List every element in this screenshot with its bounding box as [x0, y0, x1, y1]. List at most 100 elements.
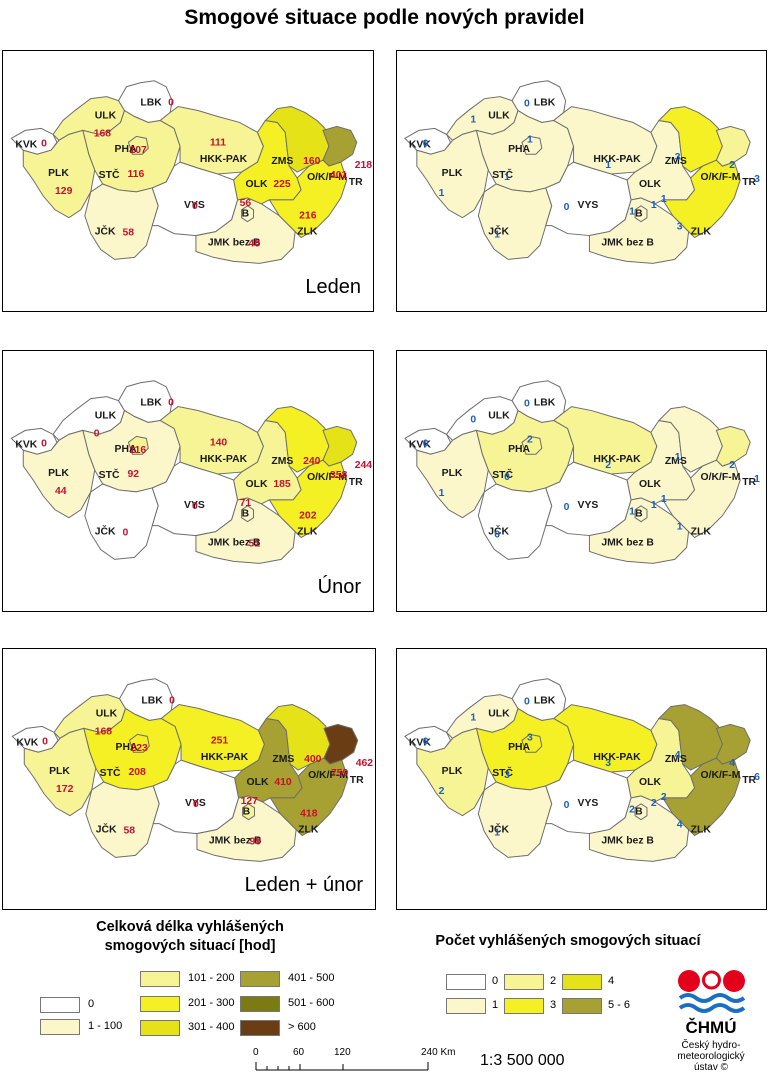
region-value-zms: 160 [303, 156, 321, 167]
region-name-plk: PLK [442, 468, 463, 479]
counts-legend-title: Počet vyhlášených smogových situací [435, 933, 701, 949]
region-name-tr: TR [349, 477, 363, 488]
region-value-b: 127 [241, 796, 259, 807]
region-value-jmk-bez-b: 1 [651, 200, 657, 211]
region-name-hkk-pak: HKK-PAK [593, 154, 641, 165]
region-name-okf-m: O/K/F-M [308, 770, 348, 781]
region-name-jmk-bez-b: JMK bez B [601, 237, 654, 248]
legend-label-1-100: 1 - 100 [88, 1020, 123, 1032]
region-zlk [269, 757, 349, 837]
region-name-okf-m: O/K/F-M [701, 472, 741, 483]
region-b [634, 505, 648, 523]
region-value-tr: 218 [355, 160, 373, 171]
region-value-jck: 0 [494, 530, 500, 541]
region-value-lbk: 0 [524, 697, 530, 708]
region-name-zms: ZMS [272, 754, 294, 765]
region-name-tr: TR [742, 177, 756, 188]
legend-swatch-501-600 [240, 996, 280, 1012]
region-name-lbk: LBK [534, 696, 556, 707]
region-value-jck: 58 [124, 826, 136, 837]
region-name-tr: TR [349, 177, 363, 188]
region-name-kvk: KVK [15, 439, 37, 450]
region-name-zms: ZMS [665, 754, 687, 765]
region-name-tr: TR [350, 775, 364, 786]
region-name-kvk: KVK [409, 737, 431, 748]
region-jck [477, 781, 553, 858]
logo-wave-2 [678, 1003, 746, 1013]
region-value-hkk-pak: 140 [210, 437, 228, 448]
region-name-ulk: ULK [95, 110, 117, 121]
map-panel-jan-counts: KVK ULK LBK PHA STČ PLK JČK HKK-PAK VYS ZMS O/K/F-… [396, 50, 767, 312]
region-name-zms: ZMS [271, 156, 293, 167]
region-name-pha: PHA [115, 444, 137, 455]
region-value-tr: 462 [356, 758, 374, 769]
region-value-b: 71 [240, 498, 252, 509]
region-name-stc: STČ [492, 168, 513, 181]
legend-swatch-0 [40, 997, 80, 1013]
region-value-hkk-pak: 251 [211, 735, 229, 746]
region-value-pha: 107 [129, 145, 147, 156]
region-value-pha: 116 [129, 445, 146, 456]
region-name-olk: OLK [246, 479, 268, 490]
region-value-stc: 92 [127, 469, 139, 480]
legend-label-201-300: 201 - 300 [188, 997, 235, 1009]
region-name-olk: OLK [247, 777, 269, 788]
hours-legend-title: Celková délka vyhlášených smogových situ… [30, 918, 350, 956]
region-plk [416, 129, 489, 219]
region-name-jmk-bez-b: JMK bez B [601, 835, 654, 846]
region-zlk [661, 459, 741, 539]
region-value-lbk: 0 [524, 99, 530, 110]
region-value-okf-m: 2 [729, 160, 735, 171]
legend-swatch-401-500 [240, 971, 280, 987]
legend-label-count-1: 1 [492, 999, 499, 1011]
legend-label-0: 0 [88, 998, 95, 1010]
region-okfm [323, 723, 359, 765]
region-value-lbk: 0 [168, 98, 174, 109]
region-value-zlk: 3 [677, 222, 683, 233]
region-value-b: 2 [629, 805, 635, 816]
region-value-zlk: 202 [299, 511, 317, 522]
logo-ring [702, 970, 721, 990]
region-value-jck: 0 [123, 528, 129, 539]
region-name-vys: VYS [184, 200, 205, 211]
region-name-zlk: ZLK [691, 825, 712, 836]
legend-swatch-101-200 [140, 971, 180, 987]
region-name-jmk-bez-b: JMK bez B [208, 538, 261, 549]
region-name-pha: PHA [508, 742, 530, 753]
map-panel-sum-counts: KVK ULK LBK PHA STČ PLK JČK HKK-PAK VYS ZMS O/K/F-… [396, 648, 767, 910]
region-pha [521, 135, 543, 155]
map-panel-sum-hours: KVK ULK LBK PHA STČ PLK JČK HKK-PAK VYS ZMS O/K/F-… [2, 648, 376, 910]
region-name-ulk: ULK [96, 708, 118, 719]
scale-ratio: 1:3 500 000 [480, 1052, 565, 1069]
region-name-pha: PHA [115, 144, 137, 155]
region-map: KVK ULK LBK PHA STČ PLK JČK HKK-PAK VYS ZMS O/K/F-… [404, 80, 760, 264]
region-name-zlk: ZLK [691, 227, 712, 238]
region-name-jmk-bez-b: JMK bez B [208, 238, 261, 249]
region-name-jck: JČK [95, 525, 116, 538]
region-b [242, 803, 255, 821]
logo-caption-line3: ústav © [693, 1062, 729, 1073]
legend-swatch-count-4 [562, 974, 602, 990]
region-name-zms: ZMS [665, 456, 687, 467]
region-name-hkk-pak: HKK-PAK [593, 454, 641, 465]
region-name-b: B [635, 209, 643, 220]
region-map: KVK ULK LBK PHA STČ PLK JČK HKK-PAK VYS ZMS O/K/F-… [10, 80, 373, 264]
region-value-okf-m: 358 [330, 470, 348, 481]
region-name-olk: OLK [639, 777, 661, 788]
region-b [634, 205, 648, 223]
region-name-hkk-pak: HKK-PAK [593, 752, 641, 763]
legend-label-501-600: 501 - 600 [288, 997, 335, 1009]
region-value-plk: 1 [439, 488, 445, 499]
region-value-olk: 410 [274, 777, 292, 788]
region-value-kvk: 0 [423, 438, 429, 449]
region-value-zlk: 4 [677, 820, 683, 831]
region-name-jck: JČK [488, 823, 509, 836]
region-map: KVK ULK LBK PHA STČ PLK JČK HKK-PAK VYS ZMS O/K/F-… [404, 678, 760, 862]
region-name-stc: STČ [492, 468, 513, 481]
region-name-plk: PLK [49, 766, 70, 777]
region-okfm [715, 723, 751, 765]
region-value-vys: 0 [193, 799, 199, 810]
map-panel-feb-hours: KVK ULK LBK PHA STČ PLK JČK HKK-PAK VYS ZMS O/K/F-… [2, 350, 374, 612]
region-name-vys: VYS [185, 798, 206, 809]
region-value-jmk-bez-b: 48 [249, 238, 261, 249]
